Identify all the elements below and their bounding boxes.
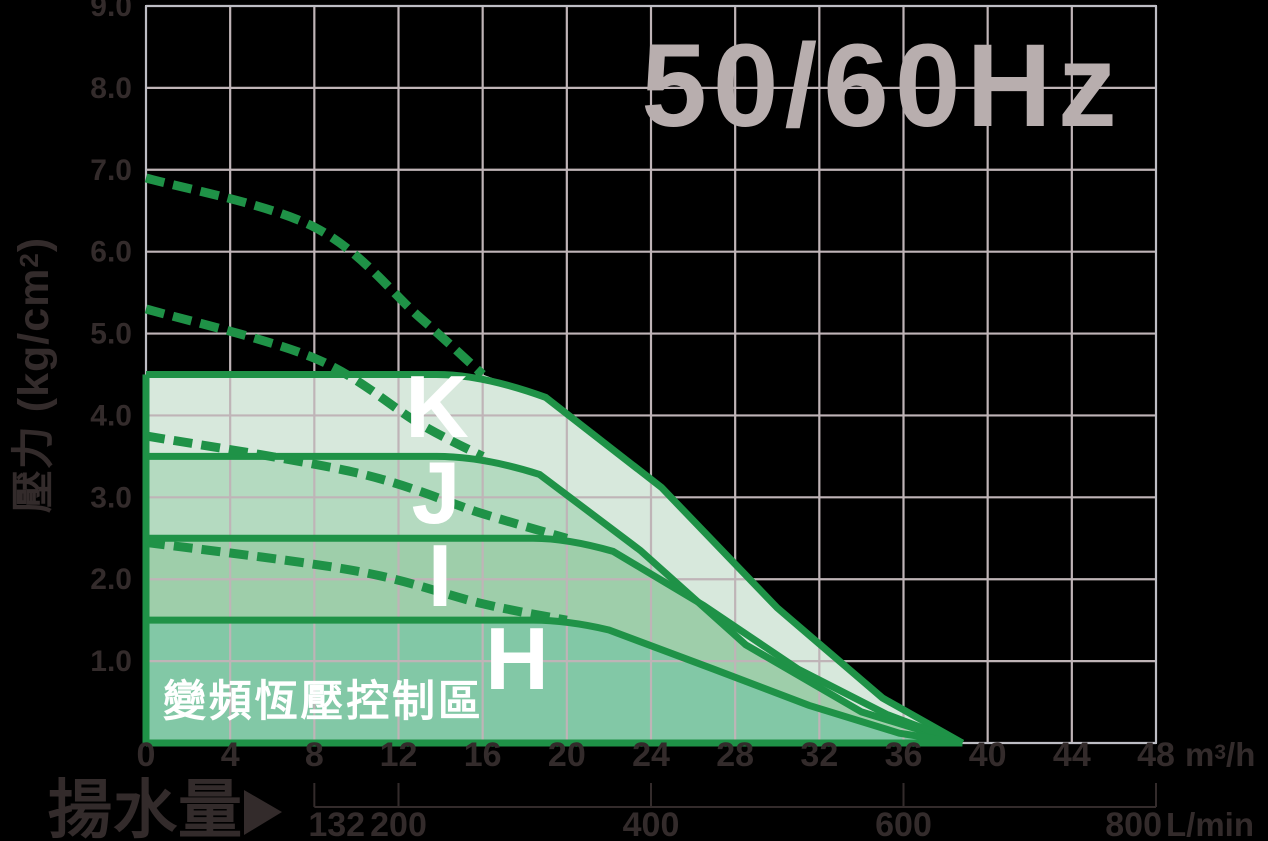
svg-text:H: H (485, 609, 549, 708)
svg-text:40: 40 (969, 736, 1007, 774)
svg-text:16: 16 (464, 736, 502, 774)
svg-text:400: 400 (623, 806, 680, 841)
svg-text:6.0: 6.0 (90, 236, 132, 269)
svg-text:0: 0 (137, 736, 156, 774)
svg-text:壓力 (kg/cm2): 壓力 (kg/cm2) (10, 237, 58, 513)
svg-text:4: 4 (221, 736, 240, 774)
svg-text:36: 36 (885, 736, 923, 774)
svg-text:44: 44 (1053, 736, 1091, 774)
svg-text:48: 48 (1137, 736, 1175, 774)
svg-text:800: 800 (1105, 806, 1162, 841)
svg-text:4.0: 4.0 (90, 399, 132, 432)
svg-text:7.0: 7.0 (90, 154, 132, 187)
svg-text:24: 24 (632, 736, 670, 774)
svg-text:L/min: L/min (1166, 806, 1254, 841)
svg-text:8.0: 8.0 (90, 72, 132, 105)
svg-text:132: 132 (308, 806, 365, 841)
svg-text:50/60Hz: 50/60Hz (641, 20, 1123, 152)
svg-text:200: 200 (370, 806, 427, 841)
svg-text:600: 600 (875, 806, 932, 841)
svg-text:32: 32 (800, 736, 838, 774)
svg-text:2.0: 2.0 (90, 563, 132, 596)
svg-text:1.0: 1.0 (90, 645, 132, 678)
svg-text:5.0: 5.0 (90, 318, 132, 351)
svg-text:K: K (405, 357, 469, 456)
svg-text:28: 28 (716, 736, 754, 774)
svg-text:9.0: 9.0 (90, 0, 132, 23)
svg-text:3.0: 3.0 (90, 481, 132, 514)
svg-text:20: 20 (548, 736, 586, 774)
svg-text:I: I (428, 526, 452, 625)
svg-text:變頻恆壓控制區: 變頻恆壓控制區 (163, 678, 484, 726)
svg-text:8: 8 (305, 736, 324, 774)
svg-text:12: 12 (380, 736, 418, 774)
svg-text:揚水量: 揚水量 (48, 774, 243, 841)
